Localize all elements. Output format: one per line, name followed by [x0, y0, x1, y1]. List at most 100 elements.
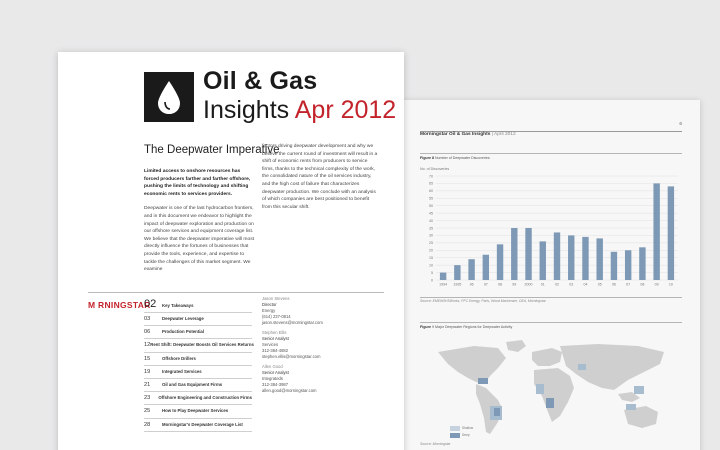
chart-y-tick-label: 50 [429, 204, 433, 208]
chart-x-tick-label: 05 [598, 283, 602, 287]
toc-page-number: 23 [144, 395, 151, 402]
chart-bar [610, 251, 618, 280]
contact-group: Energy [262, 308, 276, 313]
table-of-contents: 02 Key Takeaways 03 Deepwater Leverage 06 Pro… [144, 298, 254, 432]
back-page-header: Morningstar Oil & Gas Insights | April 2… [420, 122, 682, 137]
legend-label-deep: Deep [462, 433, 470, 437]
figure-1-bottom-rule [420, 297, 682, 298]
deepwater-regions [478, 364, 644, 420]
chart-x-tick-label: 07 [626, 283, 630, 287]
contact-email[interactable]: allen.good@morningstar.com [262, 388, 317, 393]
chart-x-tick-label: 10 [669, 283, 673, 287]
body-column-2: factors driving deepwater development an… [262, 143, 378, 218]
chart-x-tick-label: 04 [583, 283, 587, 287]
toc-title: How to Play Deepwater Services [162, 408, 229, 414]
chart-x-tick-label: 01 [541, 283, 545, 287]
toc-row[interactable]: 28 Morningstar's Deepwater Coverage List [144, 419, 252, 432]
chart-bar [525, 228, 532, 280]
chart-y-tick-label: 60 [429, 189, 433, 193]
toc-row[interactable]: 25 How to Play Deepwater Services [144, 405, 252, 419]
oil-drop-logo [144, 72, 194, 122]
body-column-1: Limited access to onshore resources has … [144, 168, 256, 281]
chart-x-tick-label: 2000 [525, 283, 533, 287]
figure-2-title: Figure 9 Major Deepwater Regions for Dee… [420, 325, 513, 329]
toc-page-number: 12 [144, 342, 151, 349]
chart-y-tick-label: 10 [429, 263, 433, 267]
back-page-brand: Morningstar Oil & Gas Insights | April 2… [420, 132, 516, 137]
legend-swatch-deep [450, 433, 460, 438]
chart-bar [511, 228, 518, 280]
section-title: The Deepwater Imperative [144, 144, 280, 156]
analyst-contact: Stephen Ellis Senior Analyst Services 312-3… [262, 330, 352, 360]
chart-bar [439, 272, 447, 280]
toc-page-number: 02 [144, 298, 157, 310]
chart-bar [582, 236, 589, 280]
map-landmasses [438, 340, 664, 434]
chart-x-tick-label: 97 [484, 283, 488, 287]
toc-row[interactable]: 21 Oil and Gas Equipment Firms [144, 379, 252, 393]
chart-bar [539, 241, 546, 280]
contact-group: Services [262, 342, 279, 347]
figure-2-source: Source: Morningstar [420, 442, 451, 446]
back-page-number: 6 [679, 122, 682, 127]
lead-paragraph: Limited access to onshore resources has … [144, 169, 251, 197]
chart-x-tick-label: 06 [612, 283, 616, 287]
figure-2-rule [420, 322, 682, 323]
contact-name: Jason Stevens [262, 296, 290, 301]
body-paragraph-2: factors driving deepwater development an… [262, 144, 378, 210]
toc-title: Key Takeaways [162, 303, 194, 308]
contact-phone: 312-384-3987 [262, 382, 289, 387]
report-date: Apr 2012 [294, 96, 397, 124]
toc-page-number: 21 [144, 381, 151, 388]
chart-x-tick-label: 1994 [439, 283, 447, 287]
toc-page-number: 28 [144, 421, 151, 428]
toc-title: Production Potential [162, 329, 205, 335]
chart-bar [568, 235, 575, 280]
analyst-contact: Allen Good Senior Analyst Integrateds 312-3… [262, 364, 352, 394]
toc-row[interactable]: 02 Key Takeaways [144, 298, 252, 313]
chart-y-tick-label: 20 [429, 249, 433, 253]
legend-swatch-shallow [450, 426, 460, 431]
morningstar-logo: M RNINGSTAR [88, 300, 151, 310]
front-page: Oil & Gas Insights Apr 2012 The Deepwate… [58, 52, 404, 450]
chart-y-tick-label: 25 [429, 241, 433, 245]
toc-row[interactable]: 19 Integrated Services [144, 366, 252, 379]
toc-title: Offshore Drillers [162, 355, 196, 361]
contact-phone: (614) 237-0814 [262, 314, 291, 319]
chart-y-tick-label: 15 [429, 256, 433, 260]
toc-title: Rent Shift: Deepwater Boosts Oil Service… [150, 342, 254, 348]
contact-phone: 312-384-4882 [262, 348, 289, 353]
toc-title: Integrated Services [162, 368, 202, 374]
chart-x-tick-label: 02 [555, 283, 559, 287]
report-title-line-2: Insights Apr 2012 [203, 96, 397, 124]
chart-x-tick-label: 96 [470, 283, 474, 287]
chart-bar [596, 238, 603, 280]
contact-email[interactable]: stephen.ellis@morningstar.com [262, 354, 321, 359]
toc-page-number: 03 [144, 316, 151, 322]
toc-row[interactable]: 03 Deepwater Leverage [144, 313, 252, 327]
chart-x-tick-label: 98 [498, 283, 502, 287]
toc-row[interactable]: 06 Production Potential [144, 326, 252, 340]
toc-page-number: 25 [144, 408, 151, 415]
contact-email[interactable]: jason.stevens@morningstar.com [262, 320, 323, 325]
report-title-line-1: Oil & Gas [203, 67, 318, 95]
chart-x-tick-label: 09 [655, 283, 659, 287]
toc-title: Morningstar's Deepwater Coverage List [162, 421, 243, 427]
toc-page-number: 06 [144, 329, 151, 336]
analyst-contacts: Jason Stevens Director Energy (614) 237-081… [262, 296, 352, 398]
toc-row[interactable]: 12 Rent Shift: Deepwater Boosts Oil Servi… [144, 339, 254, 353]
chart-y-tick-label: 55 [429, 197, 433, 201]
contact-role: Director [262, 302, 277, 307]
chart-y-tick-label: 30 [429, 234, 433, 238]
toc-row[interactable]: 23 Offshore Engineering and Construction … [144, 392, 252, 406]
toc-title: Deepwater Leverage [162, 316, 204, 321]
body-paragraph-1: Deepwater is one of the last hydrocarbon… [144, 206, 255, 273]
chart-bar [553, 232, 561, 280]
chart-bar [454, 265, 461, 280]
chart-y-tick-label: 65 [429, 182, 433, 186]
chart-bar [653, 183, 660, 280]
toc-row[interactable]: 15 Offshore Drillers [144, 353, 252, 366]
chart-bar [667, 186, 675, 280]
toc-divider [88, 292, 384, 293]
